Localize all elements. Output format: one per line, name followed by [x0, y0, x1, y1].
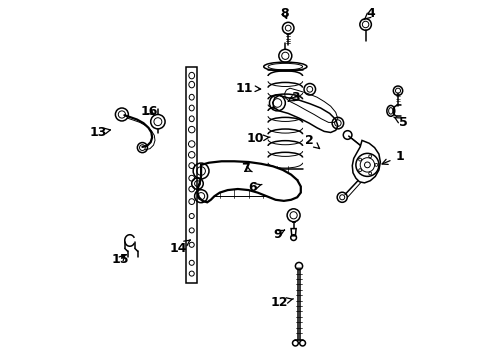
Text: 5: 5 [394, 116, 408, 129]
Text: 13: 13 [90, 126, 110, 139]
Text: 14: 14 [170, 240, 190, 255]
Text: 1: 1 [382, 150, 404, 165]
Bar [186, 67, 197, 283]
Polygon shape [291, 229, 296, 236]
Text: 9: 9 [273, 228, 285, 240]
Text: 15: 15 [112, 253, 129, 266]
Text: 4: 4 [364, 7, 375, 20]
Text: 2: 2 [305, 134, 319, 149]
Polygon shape [273, 95, 338, 132]
Polygon shape [352, 140, 380, 183]
Polygon shape [197, 161, 301, 202]
Text: 7: 7 [241, 162, 252, 175]
Text: 8: 8 [280, 7, 289, 20]
Text: 12: 12 [270, 296, 294, 309]
Text: 16: 16 [141, 105, 158, 118]
Text: 11: 11 [236, 82, 261, 95]
Text: 3: 3 [288, 91, 300, 104]
Text: 6: 6 [248, 181, 262, 194]
Text: 10: 10 [247, 132, 270, 145]
